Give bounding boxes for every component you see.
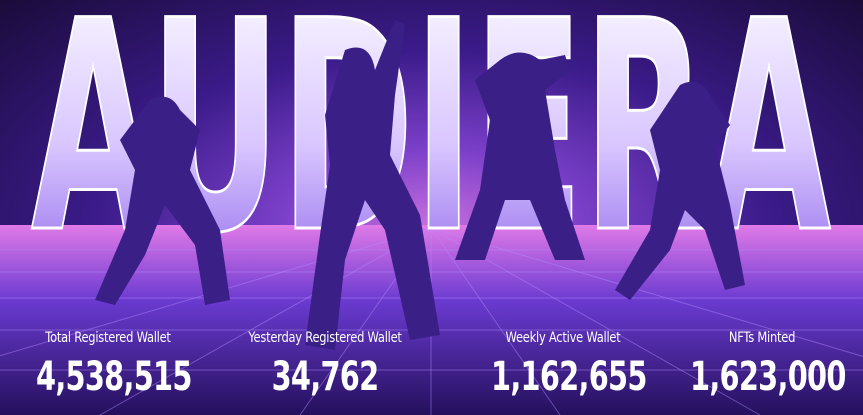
stat-nfts-minted: NFTs Minted 1,623,000 bbox=[662, 330, 862, 400]
stat-weekly-active-wallet: Weekly Active Wallet 1,162,655 bbox=[463, 330, 663, 400]
stat-value: 34,762 bbox=[271, 354, 380, 400]
stat-label: Total Registered Wallet bbox=[45, 330, 171, 346]
stat-value: 1,162,655 bbox=[491, 354, 647, 400]
stat-yesterday-registered-wallet: Yesterday Registered Wallet 34,762 bbox=[225, 330, 425, 400]
stat-value: 1,623,000 bbox=[690, 354, 846, 400]
stat-label: Yesterday Registered Wallet bbox=[248, 330, 402, 346]
stat-value: 4,538,515 bbox=[36, 354, 192, 400]
dancer-silhouettes bbox=[95, 20, 745, 350]
stat-label: NFTs Minted bbox=[728, 330, 796, 346]
stat-total-registered-wallet: Total Registered Wallet 4,538,515 bbox=[8, 330, 208, 400]
stats-row: Total Registered Wallet 4,538,515 Yester… bbox=[0, 330, 863, 415]
stat-label: Weekly Active Wallet bbox=[505, 330, 621, 346]
